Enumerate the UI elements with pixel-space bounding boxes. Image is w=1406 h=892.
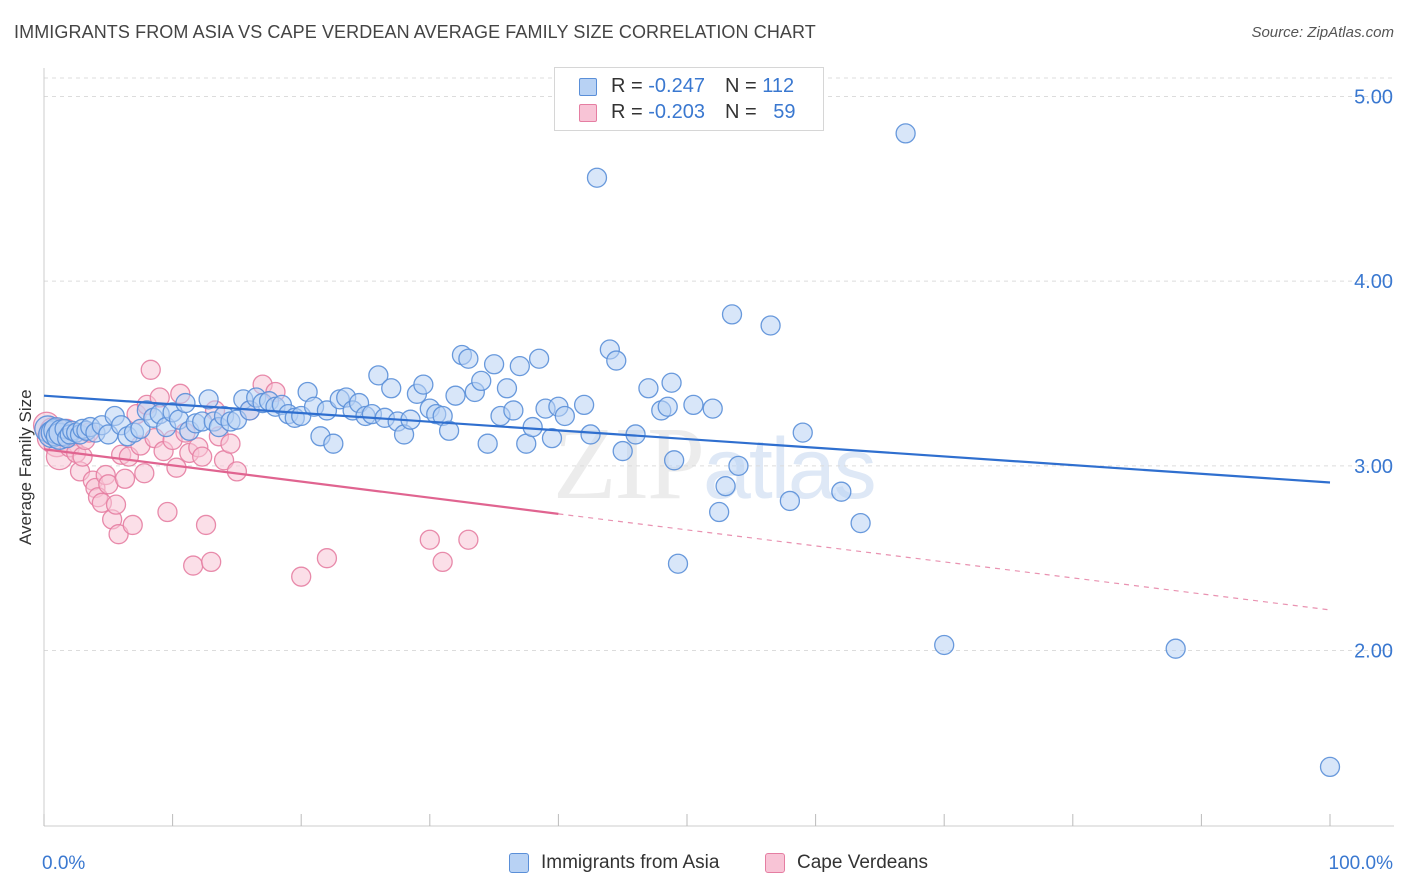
- asia-point-107: [721, 304, 743, 325]
- trend-line-cape-verdean: [43, 448, 559, 515]
- asia-point-112: [831, 481, 852, 502]
- y-tick-label-2: 4.00: [1354, 271, 1393, 293]
- asia-point-82: [509, 355, 530, 377]
- asia-point-109: [760, 315, 781, 336]
- grid-lines: [44, 77, 1394, 652]
- asia-point-33: [198, 389, 219, 410]
- bottom-legend-label-cape-verdean: Cape Verdeans: [797, 852, 928, 873]
- y-tick-label-1: 3.00: [1354, 456, 1393, 478]
- asia-point-97: [638, 378, 659, 399]
- cape-verdean-point-21: [105, 494, 127, 515]
- tick-labels: 2.00 3.00 4.00 5.00 0.0% 100.0%: [42, 86, 1393, 874]
- asia-point-62: [381, 378, 402, 399]
- bottom-legend-swatch-asia: [509, 853, 529, 873]
- axes: [43, 68, 1394, 827]
- asia-point-91: [580, 424, 601, 445]
- source-label: Source: ZipAtlas.com: [1251, 24, 1394, 41]
- r-label: R =: [611, 101, 649, 123]
- asia-point-80: [496, 378, 518, 399]
- cape-verdean-point-57: [432, 551, 453, 573]
- n-label: N =: [724, 101, 763, 123]
- bottom-legend-swatch-cape-verdean: [765, 853, 785, 873]
- asia-point-67: [413, 374, 434, 395]
- chart-title: IMMIGRANTS FROM ASIA VS CAPE VERDEAN AVE…: [14, 22, 816, 42]
- n-value-asia: 112: [762, 75, 795, 97]
- asia-point-74: [458, 348, 479, 369]
- cape-verdean-point-31: [140, 359, 161, 380]
- asia-point-103: [683, 394, 704, 416]
- legend-swatch-asia: [579, 78, 597, 96]
- x-tick-label-0: 0.0%: [42, 853, 85, 874]
- asia-points: [34, 123, 1341, 778]
- n-label: N =: [724, 75, 763, 97]
- asia-point-84: [522, 416, 543, 438]
- asia-point-116: [1165, 638, 1186, 659]
- asia-point-94: [606, 350, 627, 371]
- trend-line-asia: [43, 394, 1331, 484]
- asia-point-60: [368, 365, 389, 386]
- asia-point-114: [895, 123, 916, 144]
- y-tick-label-3: 5.00: [1354, 86, 1393, 108]
- cape-verdean-point-54: [291, 566, 312, 587]
- legend-swatch-cape-verdean: [579, 104, 597, 122]
- asia-point-78: [483, 354, 505, 375]
- cape-verdean-point-26: [122, 514, 143, 536]
- trend-lines: [43, 394, 1331, 611]
- asia-point-101: [663, 450, 685, 471]
- asia-point-111: [792, 422, 813, 443]
- cape-verdean-point-44: [195, 514, 217, 536]
- cape-verdean-point-55: [316, 548, 338, 569]
- asia-point-77: [477, 433, 498, 454]
- cape-verdean-point-58: [458, 529, 479, 550]
- asia-point-113: [850, 512, 871, 534]
- asia-point-115: [934, 634, 955, 656]
- cape-verdean-point-50: [226, 461, 248, 482]
- asia-point-106: [715, 476, 736, 497]
- asia-point-108: [728, 455, 749, 477]
- asia-point-89: [554, 405, 575, 427]
- asia-point-92: [586, 167, 608, 188]
- legend-text-asia: R = -0.247 N = 112: [611, 75, 794, 98]
- bottom-legend-label-asia: Immigrants from Asia: [541, 852, 720, 873]
- cape-verdean-point-56: [419, 529, 440, 550]
- r-value-asia: -0.247: [648, 75, 705, 97]
- asia-point-110: [779, 490, 801, 512]
- asia-point-117: [1319, 756, 1341, 778]
- asia-point-104: [702, 398, 723, 419]
- asia-point-95: [612, 440, 633, 462]
- asia-point-29: [175, 392, 196, 414]
- cape-verdean-point-45: [201, 551, 222, 573]
- asia-point-100: [661, 372, 682, 393]
- asia-point-102: [667, 553, 689, 574]
- n-value-cape-verdean: 59: [773, 101, 796, 123]
- asia-point-71: [438, 420, 460, 441]
- watermark: ZIPatlas: [553, 404, 877, 523]
- legend-text-cape-verdean: R = -0.203 N = 59: [611, 101, 795, 124]
- cape-verdean-point-49: [220, 433, 241, 454]
- r-value-cape-verdean: -0.203: [648, 101, 705, 123]
- asia-point-22: [130, 418, 151, 440]
- asia-point-99: [657, 396, 678, 417]
- cape-verdean-point-41: [183, 555, 204, 576]
- asia-point-90: [573, 394, 595, 416]
- stats-legend: R = -0.247 N = 112 R = -0.203 N = 59: [554, 67, 824, 131]
- asia-point-85: [528, 348, 550, 369]
- asia-point-53: [323, 433, 344, 454]
- x-tick-label-1: 100.0%: [1329, 853, 1394, 874]
- r-label: R =: [611, 75, 649, 97]
- cape-verdean-point-29: [134, 463, 155, 484]
- asia-point-72: [445, 385, 466, 406]
- y-tick-label-0: 2.00: [1354, 641, 1393, 663]
- asia-point-76: [471, 370, 492, 392]
- cape-verdean-point-22: [108, 524, 129, 545]
- cape-verdean-point-11: [72, 446, 93, 467]
- asia-point-87: [541, 427, 563, 449]
- cape-verdean-point-35: [157, 501, 178, 523]
- cape-verdean-point-43: [192, 446, 213, 467]
- asia-point-105: [709, 501, 730, 523]
- cape-verdean-point-24: [114, 468, 136, 489]
- asia-point-81: [503, 400, 524, 421]
- cape-verdean-points: [32, 359, 479, 587]
